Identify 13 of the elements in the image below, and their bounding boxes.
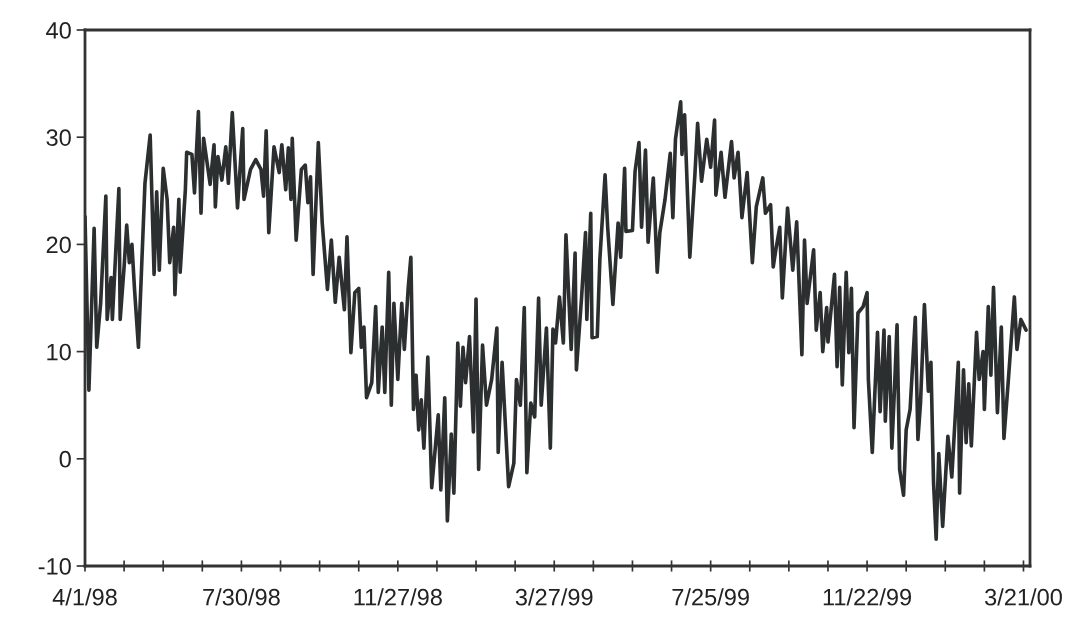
x-tick-label: 3/27/99: [515, 588, 593, 606]
x-tick-label: 7/30/98: [203, 588, 280, 606]
y-tick-label: 30: [46, 129, 71, 146]
x-tick-label: 11/27/98: [354, 588, 442, 606]
x-tick-label: 3/21/00: [985, 588, 1062, 606]
y-tick-label: 0: [59, 450, 71, 468]
y-tick-label: -10: [38, 558, 71, 575]
y-tick-label: 10: [47, 343, 71, 361]
y-tick-label: 20: [46, 236, 71, 254]
x-tick-label: 11/22/99: [823, 588, 912, 606]
x-tick-label: 7/25/99: [672, 588, 749, 606]
y-tick-label: 40: [46, 22, 71, 39]
x-tick-label: 4/1/98: [52, 588, 117, 606]
